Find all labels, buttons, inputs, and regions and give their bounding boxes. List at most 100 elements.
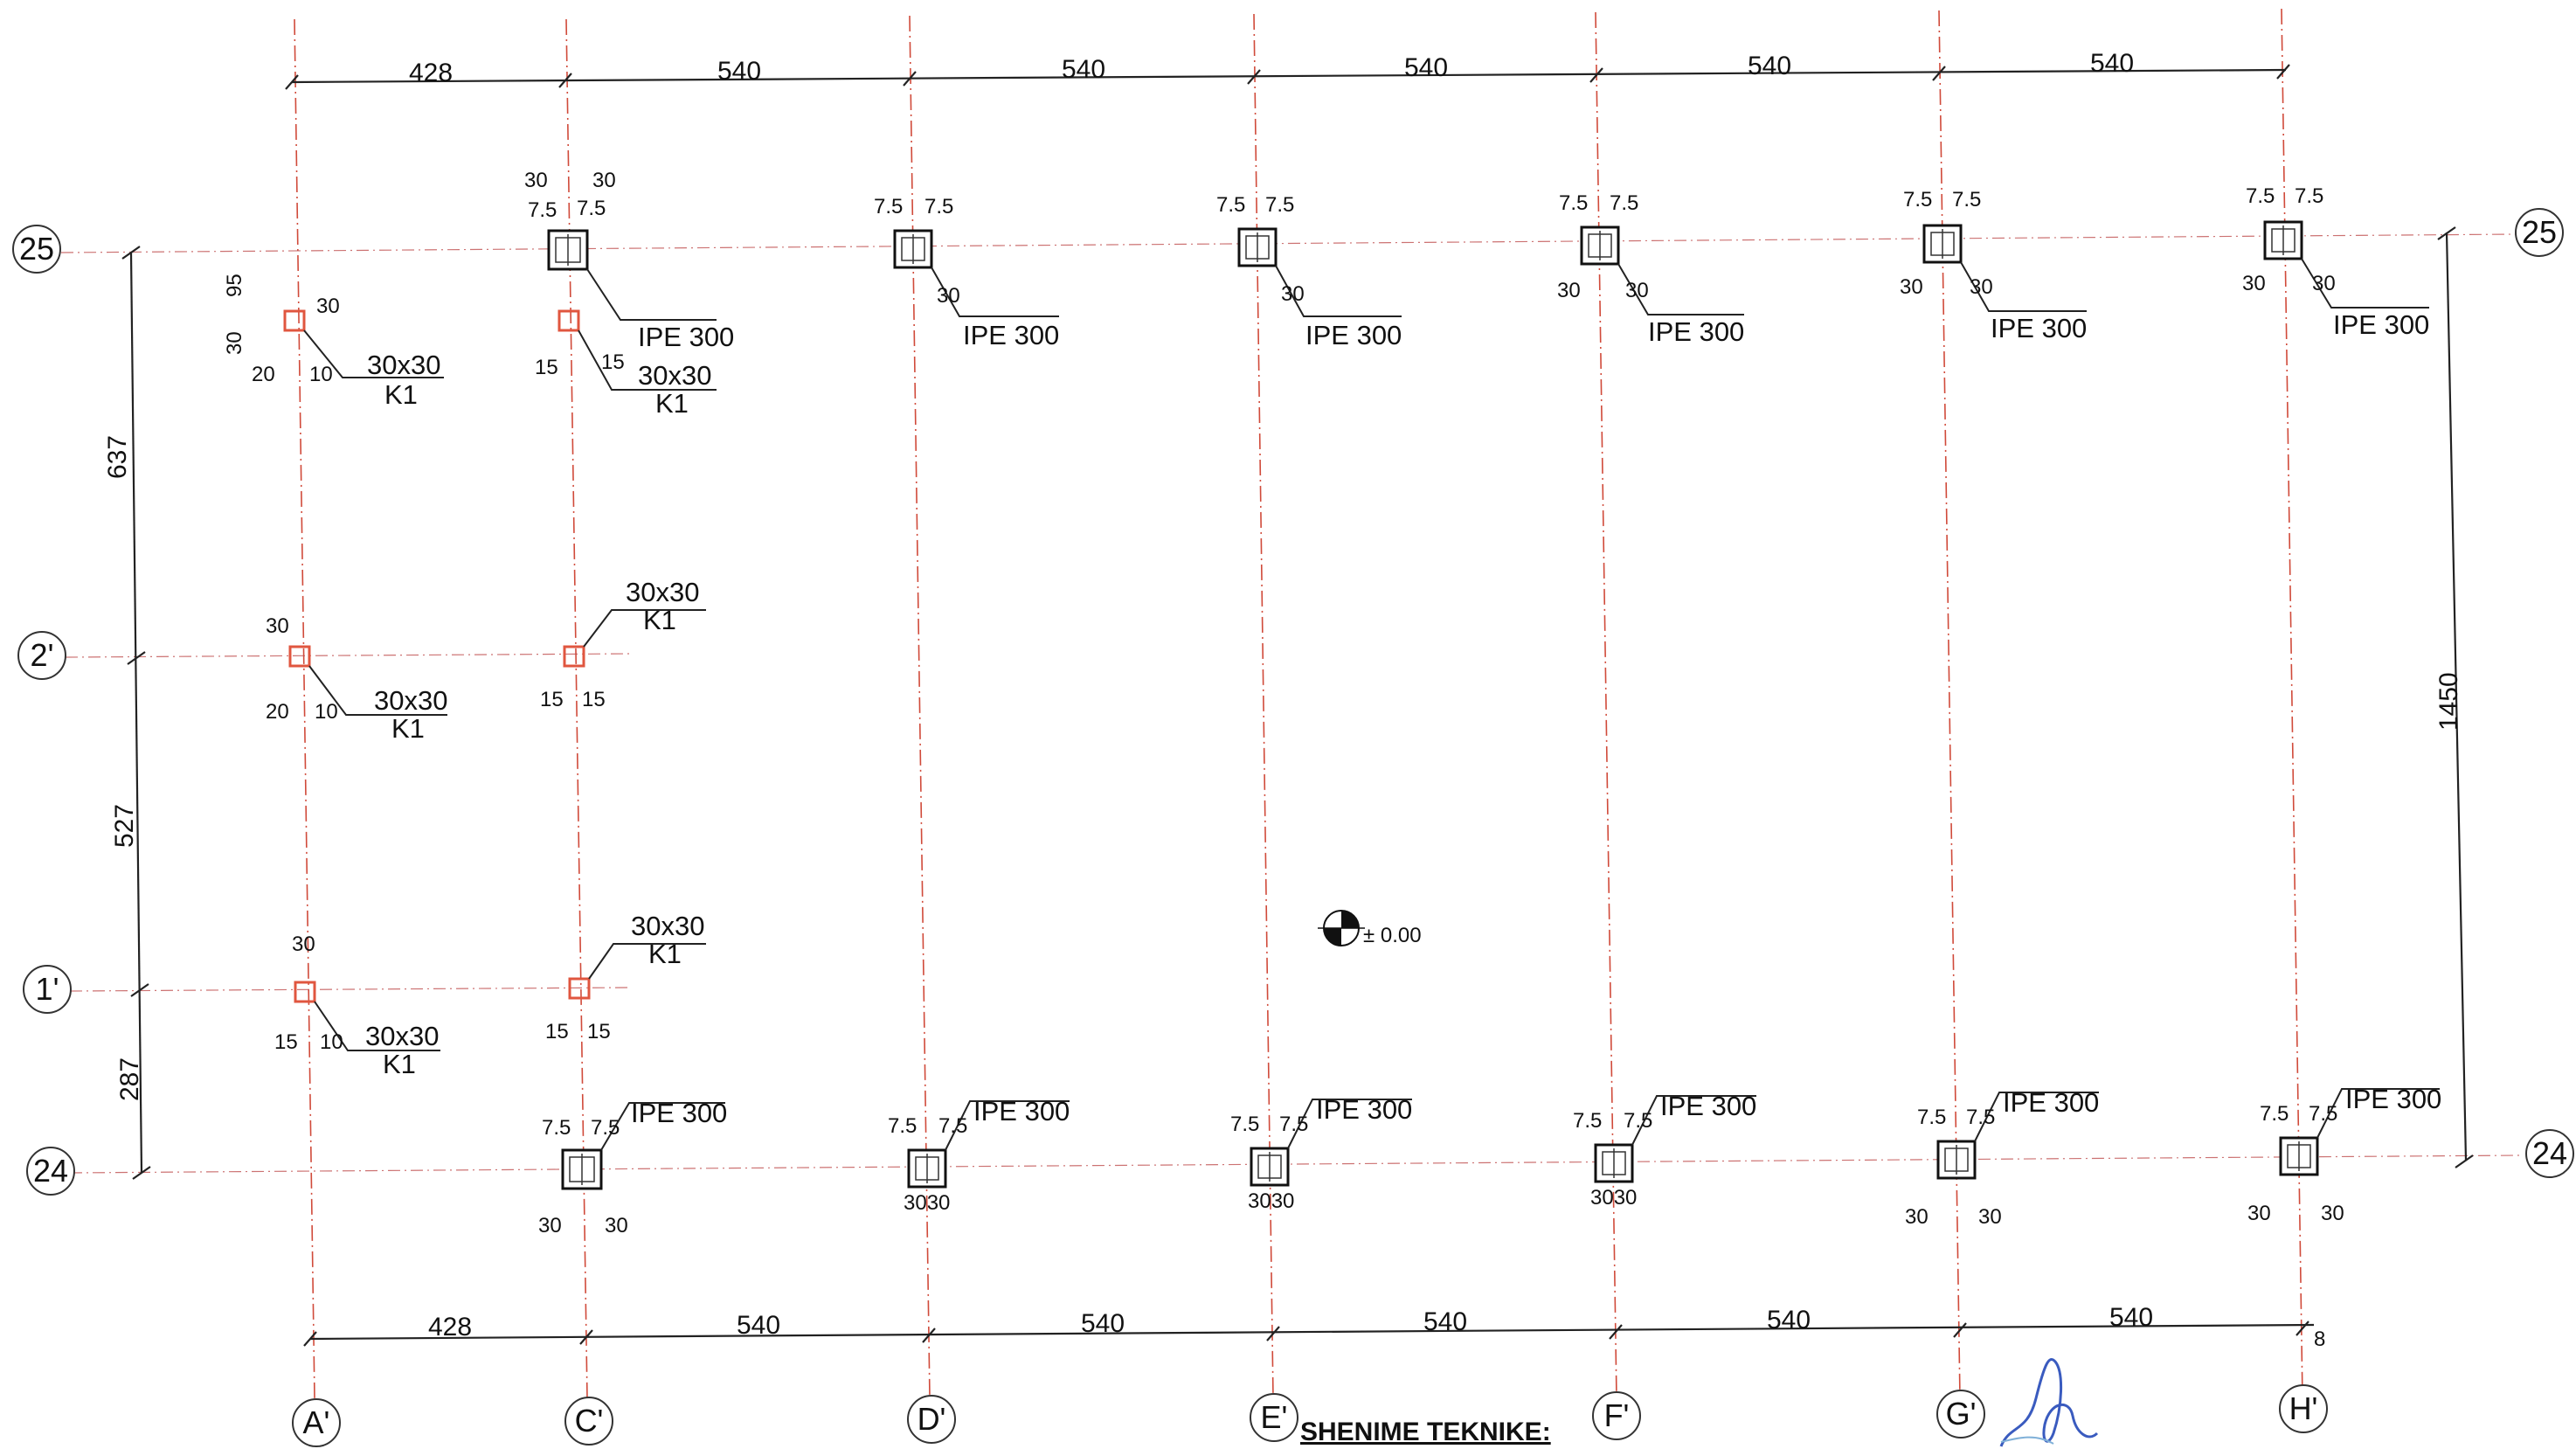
svg-text:7.5: 7.5 <box>1903 188 1932 211</box>
svg-text:30: 30 <box>1900 275 1923 299</box>
svg-text:7.5: 7.5 <box>1265 193 1294 217</box>
base-plate-e24: IPE 300 7.5 7.5 3030 <box>1230 1094 1412 1213</box>
svg-text:1': 1' <box>36 971 59 1007</box>
left-dim-3: 287 <box>115 1057 144 1101</box>
svg-text:15: 15 <box>535 356 558 379</box>
svg-text:30x30: 30x30 <box>374 685 447 716</box>
svg-text:15: 15 <box>545 1020 569 1043</box>
right-dim: 1450 <box>2434 672 2463 731</box>
top-dim-2: 540 <box>717 57 761 86</box>
svg-text:25: 25 <box>19 231 54 267</box>
svg-text:25: 25 <box>2522 214 2557 250</box>
svg-text:10: 10 <box>320 1030 343 1054</box>
bottom-dimension-chain: 428 540 540 540 540 540 8 <box>303 1303 2325 1351</box>
base-plate-d25: IPE 300 7.5 7.5 30 <box>874 195 1059 350</box>
base-plate-e25: IPE 300 7.5 7.5 30 <box>1216 193 1402 350</box>
svg-text:30: 30 <box>292 932 315 956</box>
svg-text:15: 15 <box>601 350 625 374</box>
top-dimension-chain: 428 540 540 540 540 540 <box>285 49 2290 90</box>
column-c-upper: 30x30 K1 15 15 <box>535 309 717 419</box>
bubble-25-left: 25 <box>12 225 61 274</box>
left-dim-2: 527 <box>110 804 139 848</box>
ipe-label-d25: IPE 300 <box>963 320 1059 350</box>
top-dim-1: 428 <box>409 59 453 87</box>
svg-text:7.5: 7.5 <box>1216 193 1245 217</box>
bubble-25-right: 25 <box>2515 208 2564 257</box>
svg-text:30: 30 <box>2312 272 2336 295</box>
svg-text:7.5: 7.5 <box>1624 1109 1652 1133</box>
base-plate-g25: IPE 300 7.5 7.5 30 30 <box>1900 188 2087 343</box>
base-plates-row-25: IPE 300 30 30 7.5 7.5 IPE 300 7.5 7.5 30… <box>524 169 2429 352</box>
svg-text:10: 10 <box>315 700 338 724</box>
svg-text:H': H' <box>2289 1390 2318 1426</box>
svg-text:30: 30 <box>1905 1205 1929 1229</box>
svg-text:30: 30 <box>2321 1202 2344 1225</box>
top-dim-6: 540 <box>2090 49 2134 78</box>
bubble-h: H' <box>2279 1384 2328 1433</box>
bubble-f: F' <box>1592 1391 1641 1440</box>
svg-text:30: 30 <box>223 331 246 355</box>
grid-line-g <box>1938 10 1961 1399</box>
base-plate-f25: IPE 300 7.5 7.5 30 30 <box>1557 191 1744 347</box>
bottom-dim-4: 540 <box>1423 1307 1467 1336</box>
base-plate-g24: IPE 300 7.5 7.5 30 30 <box>1905 1087 2099 1229</box>
svg-text:F': F' <box>1604 1397 1630 1433</box>
svg-text:15: 15 <box>540 688 564 711</box>
svg-text:7.5: 7.5 <box>1966 1106 1995 1129</box>
grid-line-h <box>2281 8 2303 1399</box>
svg-text:3030: 3030 <box>904 1191 950 1215</box>
grid-line-a <box>294 18 315 1399</box>
svg-text:7.5: 7.5 <box>542 1116 571 1140</box>
svg-text:3030: 3030 <box>1248 1189 1294 1213</box>
svg-text:30: 30 <box>524 169 548 192</box>
svg-text:30: 30 <box>1281 282 1305 306</box>
svg-text:A': A' <box>303 1404 330 1440</box>
grid-line-1p <box>69 987 630 992</box>
svg-text:7.5: 7.5 <box>1230 1113 1259 1136</box>
column-a-1p: 30x30 K1 30 15 10 <box>274 932 440 1079</box>
svg-text:K1: K1 <box>383 1049 416 1079</box>
svg-text:30: 30 <box>1557 279 1581 302</box>
svg-text:20: 20 <box>252 363 275 386</box>
notes-title: SHENIME TEKNIKE: <box>1300 1418 1551 1446</box>
svg-text:30: 30 <box>1625 279 1649 302</box>
svg-text:30x30: 30x30 <box>631 911 704 941</box>
ipe-label-g25: IPE 300 <box>1991 313 2087 343</box>
svg-text:2': 2' <box>31 637 54 673</box>
bubble-d: D' <box>907 1395 956 1444</box>
svg-text:30x30: 30x30 <box>367 350 440 380</box>
svg-text:7.5: 7.5 <box>591 1116 620 1140</box>
bubble-1p: 1' <box>23 965 72 1014</box>
svg-text:95: 95 <box>223 274 246 297</box>
svg-text:10: 10 <box>309 363 333 386</box>
elevation-marker: ± 0.00 <box>1318 910 1422 947</box>
svg-text:24: 24 <box>2532 1135 2567 1171</box>
svg-text:20: 20 <box>266 700 289 724</box>
svg-text:3030: 3030 <box>1590 1186 1637 1210</box>
base-plate-f24: IPE 300 7.5 7.5 3030 <box>1573 1091 1756 1210</box>
svg-text:7.5: 7.5 <box>2295 184 2323 208</box>
bubble-g: G' <box>1936 1390 1985 1439</box>
svg-text:7.5: 7.5 <box>2260 1102 2289 1126</box>
svg-text:30: 30 <box>266 614 289 638</box>
svg-text:7.5: 7.5 <box>528 198 557 222</box>
ipe-label-g24: IPE 300 <box>2003 1087 2099 1118</box>
top-dim-3: 540 <box>1062 55 1105 84</box>
svg-text:K1: K1 <box>648 939 682 969</box>
svg-text:30: 30 <box>538 1214 562 1238</box>
signature <box>1999 1358 2099 1447</box>
svg-text:K1: K1 <box>643 605 676 635</box>
bottom-dim-end: 8 <box>2314 1328 2325 1351</box>
svg-text:7.5: 7.5 <box>1952 188 1981 211</box>
left-dimension-chain: 637 527 287 <box>103 246 151 1180</box>
svg-text:7.5: 7.5 <box>1573 1109 1602 1133</box>
svg-text:K1: K1 <box>655 388 689 419</box>
svg-text:15: 15 <box>582 688 606 711</box>
svg-text:30: 30 <box>2247 1202 2271 1225</box>
svg-text:30x30: 30x30 <box>365 1021 439 1051</box>
svg-text:24: 24 <box>33 1153 68 1189</box>
grid-line-25 <box>60 233 2517 253</box>
svg-text:7.5: 7.5 <box>938 1114 967 1138</box>
column-c-2p: 30x30 K1 15 15 <box>540 577 706 711</box>
